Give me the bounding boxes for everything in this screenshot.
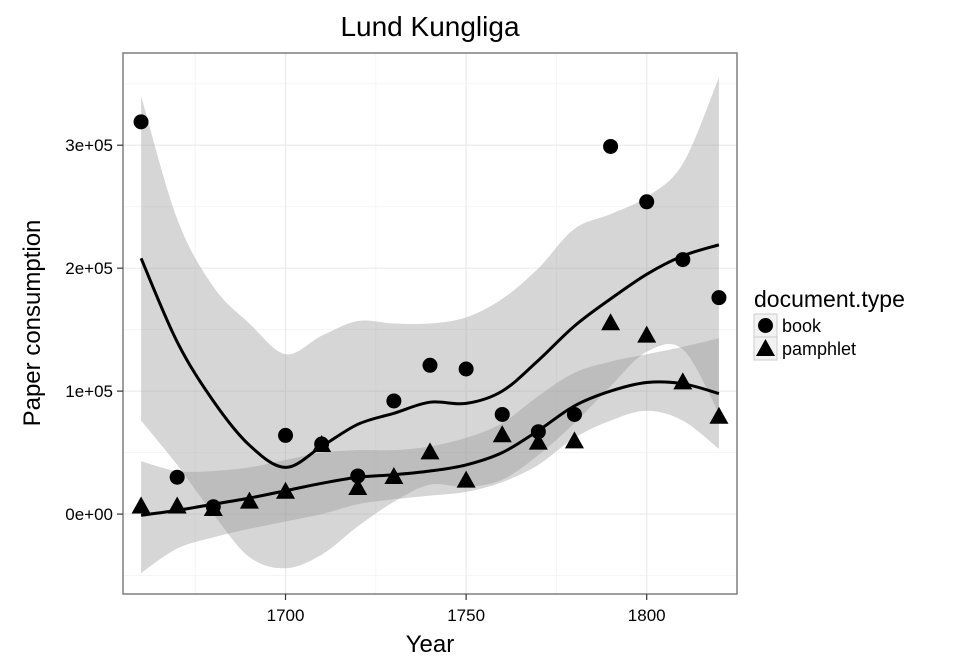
smooth-line-pamphlet	[140, 380, 720, 517]
plot-panel	[123, 53, 737, 594]
point-book-10	[530, 424, 546, 440]
point-pamphlet-8	[420, 442, 440, 460]
point-book-13	[639, 194, 655, 210]
point-book-8	[458, 361, 474, 377]
point-pamphlet-14	[637, 325, 657, 343]
point-book-9	[494, 406, 510, 422]
point-book-7	[422, 357, 438, 373]
y-tick-label-3: 3e+05	[65, 136, 113, 155]
y-axis-title: Paper consumption	[19, 220, 46, 427]
legend-label-pamphlet: pamphlet	[782, 339, 856, 359]
y-tick-label-0: 0e+00	[65, 505, 113, 524]
confidence-band-book	[141, 77, 719, 569]
point-book-3	[278, 427, 294, 443]
x-tick-label-1: 1750	[447, 606, 485, 625]
legend: document.type book pamphlet	[753, 286, 905, 361]
point-book-1	[169, 469, 185, 485]
point-pamphlet-10	[492, 425, 512, 443]
smooth-lines	[139, 243, 720, 517]
x-tick-label-2: 1800	[628, 606, 666, 625]
grid	[123, 53, 738, 594]
point-pamphlet-16	[709, 406, 729, 424]
data-points	[131, 114, 729, 516]
x-tick-label-0: 1700	[267, 606, 305, 625]
x-axis-title: Year	[406, 631, 455, 658]
point-pamphlet-12	[564, 431, 584, 449]
point-book-0	[133, 114, 149, 130]
point-book-15	[711, 290, 727, 306]
point-book-12	[603, 138, 619, 154]
point-book-6	[386, 393, 402, 409]
legend-book-marker	[758, 318, 773, 333]
legend-pamphlet-marker	[756, 339, 775, 356]
plot-border	[122, 52, 738, 595]
legend-label-book: book	[782, 316, 822, 336]
point-pamphlet-1	[167, 496, 187, 514]
point-pamphlet-5	[312, 435, 332, 453]
point-pamphlet-0	[131, 496, 151, 514]
legend-title: document.type	[754, 286, 905, 312]
point-pamphlet-15	[673, 372, 693, 390]
point-pamphlet-13	[601, 313, 621, 331]
point-pamphlet-3	[239, 491, 259, 509]
point-book-14	[675, 252, 691, 268]
point-pamphlet-7	[384, 466, 404, 484]
point-book-5	[350, 468, 366, 484]
point-pamphlet-4	[276, 481, 296, 499]
y-tick-label-2: 2e+05	[65, 259, 113, 278]
point-pamphlet-9	[456, 470, 476, 488]
chart-title: Lund Kungliga	[340, 11, 519, 42]
y-axis-ticks: 0e+00 1e+05 2e+05 3e+05	[65, 136, 123, 524]
point-pamphlet-6	[348, 478, 368, 496]
point-book-11	[566, 406, 582, 422]
point-pamphlet-11	[528, 432, 548, 450]
y-tick-label-1: 1e+05	[65, 382, 113, 401]
point-pamphlet-2	[203, 498, 223, 516]
x-axis-ticks: 1700 1750 1800	[267, 594, 666, 625]
smooth-line-book	[139, 243, 720, 469]
